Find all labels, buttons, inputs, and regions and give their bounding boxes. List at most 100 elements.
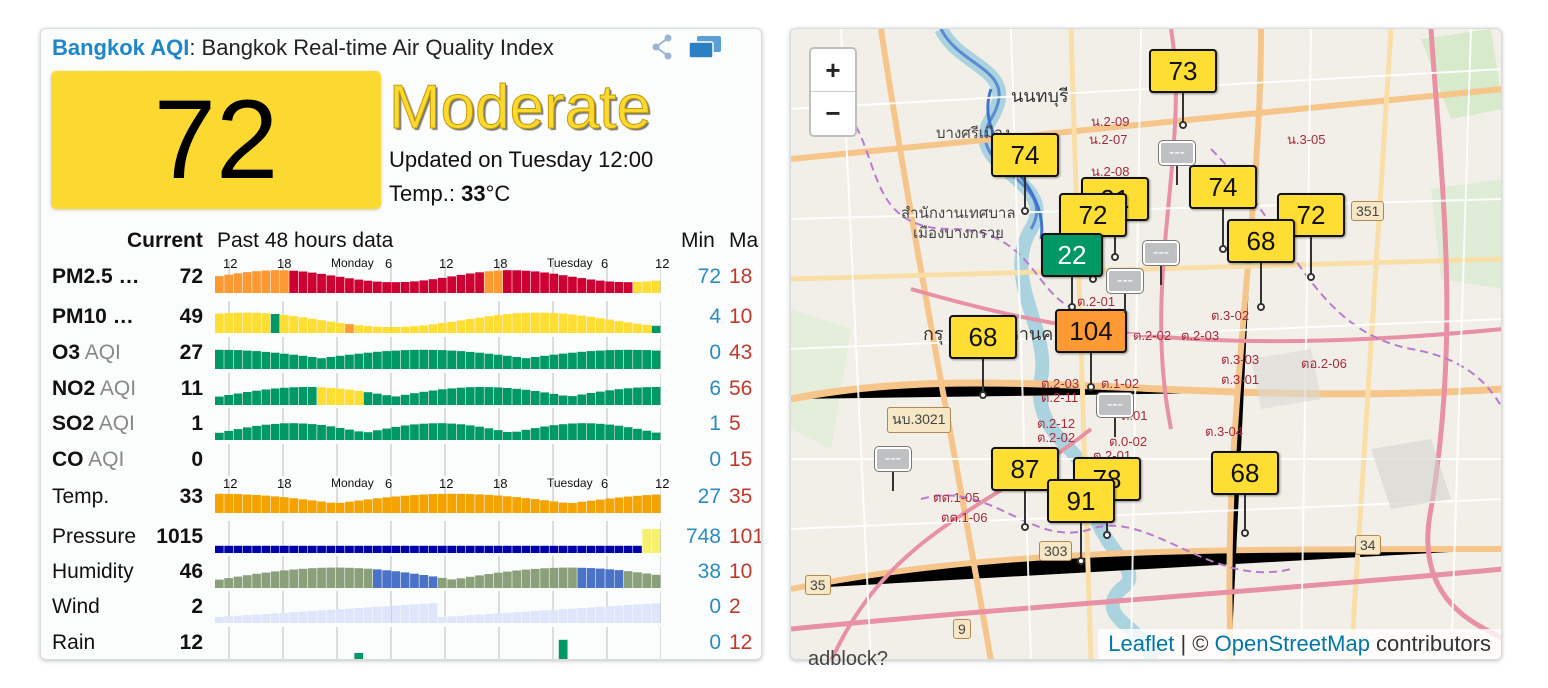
marker-value[interactable]: 104 (1055, 309, 1127, 353)
zoom-out-button[interactable]: − (825, 98, 841, 128)
history-bar (493, 430, 503, 440)
marker-value[interactable]: --- (1107, 269, 1143, 293)
history-sparkline[interactable] (215, 259, 661, 293)
aqi-card: Bangkok AQI: Bangkok Real-time Air Quali… (40, 28, 762, 660)
history-bar (596, 350, 605, 369)
history-bar (280, 497, 289, 513)
table-row[interactable]: Wind 2 0 2 (41, 589, 761, 625)
history-sparkline[interactable] (215, 406, 661, 440)
history-bar (354, 545, 364, 553)
history-bar (373, 281, 382, 293)
history-bar (568, 503, 577, 513)
marker-value[interactable]: 74 (1189, 165, 1257, 209)
history-bar (493, 572, 503, 588)
history-sparkline[interactable] (215, 335, 661, 369)
history-bar (475, 494, 484, 513)
table-row[interactable]: PM2.5 … 72 72 18 (41, 259, 761, 299)
history-bar (298, 317, 308, 333)
marker-value[interactable]: 68 (949, 315, 1017, 359)
station-map[interactable]: นนทบุรี บางศรีเมือง สำนักงานเทศบาล เมืองบาง… (790, 28, 1502, 660)
history-bar (373, 326, 382, 333)
table-row[interactable]: CO AQI 0 0 15 (41, 442, 761, 478)
history-bar (345, 501, 354, 513)
marker-dot (1257, 303, 1265, 311)
history-bar (317, 610, 326, 623)
row-current-value: 46 (179, 560, 203, 583)
history-sparkline[interactable] (215, 442, 661, 476)
history-sparkline[interactable] (215, 625, 661, 659)
share-icon[interactable] (649, 33, 675, 61)
history-bar (493, 545, 503, 553)
history-bar (577, 501, 587, 513)
history-bar (419, 280, 429, 293)
time-axis-label: 6 (385, 476, 393, 491)
marker-value[interactable]: --- (1097, 393, 1133, 417)
history-bar (224, 313, 233, 333)
marker-stem (1160, 265, 1162, 285)
table-row[interactable]: Temp. 33 27 35 (41, 479, 761, 515)
marker-value[interactable]: 68 (1211, 451, 1279, 495)
marker-dot (1219, 245, 1227, 253)
table-row[interactable]: O3 AQI 27 0 43 (41, 335, 761, 371)
history-bar (577, 394, 587, 405)
current-header: Current (127, 229, 203, 252)
history-bar (605, 319, 614, 333)
city-link[interactable]: Bangkok AQI (52, 35, 190, 60)
history-bar (335, 567, 345, 588)
history-bar (215, 545, 224, 553)
marker-value[interactable]: --- (1159, 141, 1195, 165)
windows-icon[interactable] (687, 34, 723, 60)
row-max-value: 101 (729, 525, 762, 548)
time-axis-label: Tuesday (547, 256, 593, 270)
history-sparkline[interactable] (215, 589, 661, 623)
history-bar (261, 270, 271, 293)
history-bar (456, 578, 466, 588)
history-bar (382, 282, 391, 293)
marker-value[interactable]: 68 (1227, 219, 1295, 263)
history-bar (484, 494, 494, 513)
table-row[interactable]: Humidity 46 38 10 (41, 554, 761, 590)
marker-value[interactable]: 73 (1149, 49, 1217, 93)
history-bar (242, 272, 252, 293)
history-bar (540, 568, 549, 588)
history-bar (465, 425, 475, 440)
leaflet-link[interactable]: Leaflet (1108, 631, 1175, 656)
row-label: Pressure (52, 525, 136, 549)
zoom-in-button[interactable]: + (811, 49, 855, 92)
history-bar (307, 357, 317, 369)
marker-value[interactable]: 74 (991, 133, 1059, 177)
history-bar (335, 388, 345, 405)
history-bar (270, 613, 280, 623)
marker-value[interactable]: 22 (1041, 233, 1103, 277)
history-bar (298, 271, 308, 293)
history-bar (605, 424, 614, 440)
marker-value[interactable]: 91 (1047, 479, 1115, 523)
table-row[interactable]: SO2 AQI 1 1 5 (41, 406, 761, 442)
history-bar (623, 349, 633, 369)
history-bar (298, 499, 308, 513)
table-row[interactable]: PM10 … 49 4 10 (41, 299, 761, 339)
history-bar (428, 390, 438, 405)
history-sparkline[interactable] (215, 299, 661, 333)
openstreetmap-link[interactable]: OpenStreetMap (1214, 631, 1370, 656)
history-sparkline[interactable] (215, 479, 661, 513)
table-row[interactable]: NO2 AQI 11 6 56 (41, 371, 761, 407)
history-bar (252, 545, 261, 553)
road-shield: 34 (1355, 535, 1381, 555)
history-sparkline[interactable] (215, 371, 661, 405)
row-label: CO AQI (52, 448, 124, 472)
row-label: Humidity (52, 560, 134, 584)
marker-value[interactable]: --- (875, 447, 911, 471)
history-bar (345, 278, 354, 293)
history-bar (586, 423, 596, 440)
history-bar (633, 349, 642, 369)
history-bar (530, 499, 540, 513)
history-sparkline[interactable] (215, 519, 661, 553)
history-bar (465, 576, 475, 588)
history-sparkline[interactable] (215, 554, 661, 588)
table-row[interactable]: Pressure 1015 748 101 (41, 519, 762, 555)
history-bar (465, 615, 475, 623)
marker-value[interactable]: --- (1143, 241, 1179, 265)
table-row[interactable]: Rain 12 0 12 (41, 625, 761, 659)
marker-value[interactable]: 72 (1059, 193, 1127, 237)
